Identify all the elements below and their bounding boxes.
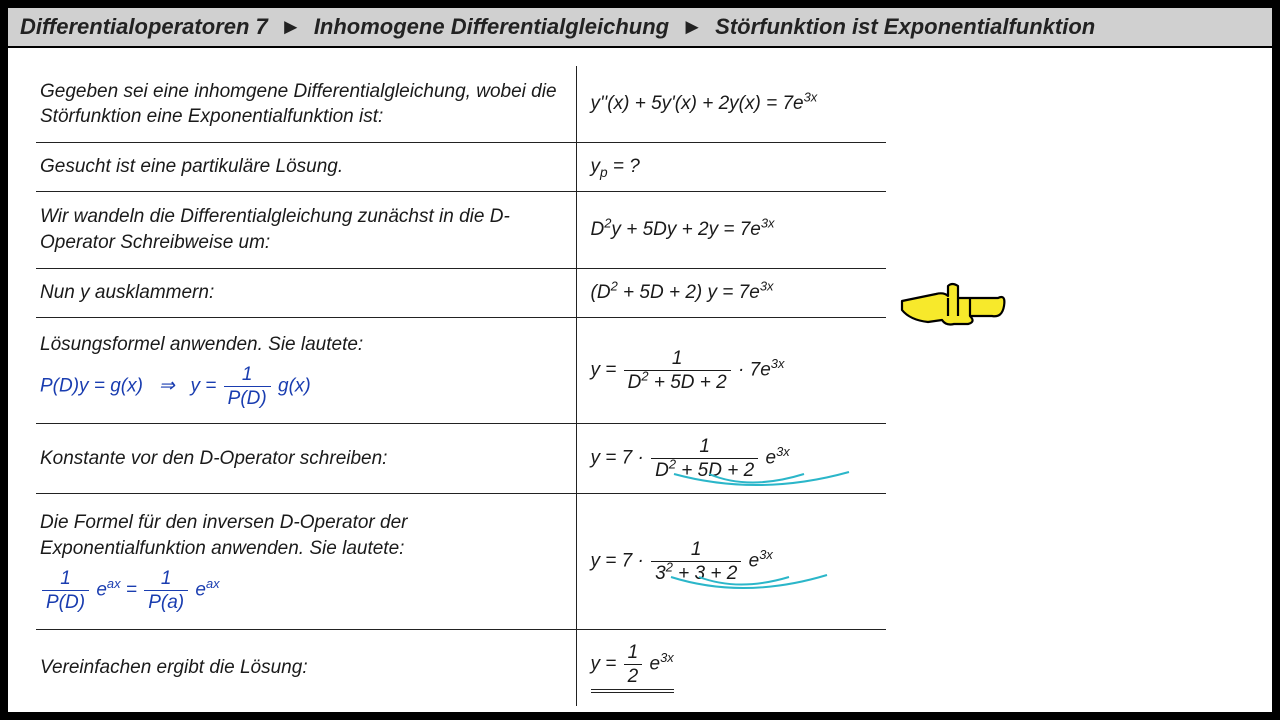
header-part3: Störfunktion ist Exponentialfunktion — [715, 14, 1095, 39]
row-equation: y = 7 · 132 + 3 + 2 e3x — [576, 494, 886, 629]
row-description: Nun y ausklammern: — [36, 269, 576, 317]
row-description: Die Formel für den inversen D-Operator d… — [36, 494, 576, 629]
worksheet-table: Gegeben sei eine inhomgene Differentialg… — [36, 66, 886, 706]
row-equation: D2y + 5Dy + 2y = 7e3x — [576, 191, 886, 269]
table-row: Gegeben sei eine inhomgene Differentialg… — [36, 66, 886, 143]
row-equation: y''(x) + 5y'(x) + 2y(x) = 7e3x — [576, 66, 886, 143]
table-row: Lösungsformel anwenden. Sie lautete:P(D)… — [36, 317, 886, 423]
row-equation: yp = ? — [576, 143, 886, 191]
header-part2: Inhomogene Differentialgleichung — [314, 14, 669, 39]
header-bar: Differentialoperatoren 7 ► Inhomogene Di… — [8, 8, 1272, 48]
table-row: Wir wandeln die Differentialgleichung zu… — [36, 191, 886, 269]
row-description: Gegeben sei eine inhomgene Differentialg… — [36, 66, 576, 143]
inline-formula: P(D)y = g(x) ⇒ y = 1P(D) g(x) — [40, 364, 562, 409]
row-description: Gesucht ist eine partikuläre Lösung. — [36, 143, 576, 191]
row-equation: y = 12 e3x — [576, 629, 886, 706]
page-frame: Differentialoperatoren 7 ► Inhomogene Di… — [8, 8, 1272, 712]
table-row: Gesucht ist eine partikuläre Lösung.yp =… — [36, 143, 886, 191]
row-description: Konstante vor den D-Operator schreiben: — [36, 424, 576, 494]
table-row: Vereinfachen ergibt die Lösung:y = 12 e3… — [36, 629, 886, 706]
row-description: Wir wandeln die Differentialgleichung zu… — [36, 191, 576, 269]
row-equation: y = 7 · 1D2 + 5D + 2 e3x — [576, 424, 886, 494]
row-equation: y = 1D2 + 5D + 2 · 7e3x — [576, 317, 886, 423]
table-row: Die Formel für den inversen D-Operator d… — [36, 494, 886, 629]
pointing-hand-icon — [898, 276, 1008, 336]
content-area: Gegeben sei eine inhomgene Differentialg… — [8, 48, 1272, 712]
row-description: Lösungsformel anwenden. Sie lautete:P(D)… — [36, 317, 576, 423]
inline-formula: 1P(D) eax = 1P(a) eax — [40, 568, 562, 613]
row-description: Vereinfachen ergibt die Lösung: — [36, 629, 576, 706]
row-equation: (D2 + 5D + 2) y = 7e3x — [576, 269, 886, 317]
table-row: Nun y ausklammern:(D2 + 5D + 2) y = 7e3x — [36, 269, 886, 317]
header-sep2: ► — [681, 14, 703, 39]
header-part1: Differentialoperatoren 7 — [20, 14, 268, 39]
table-row: Konstante vor den D-Operator schreiben:y… — [36, 424, 886, 494]
header-sep1: ► — [280, 14, 302, 39]
